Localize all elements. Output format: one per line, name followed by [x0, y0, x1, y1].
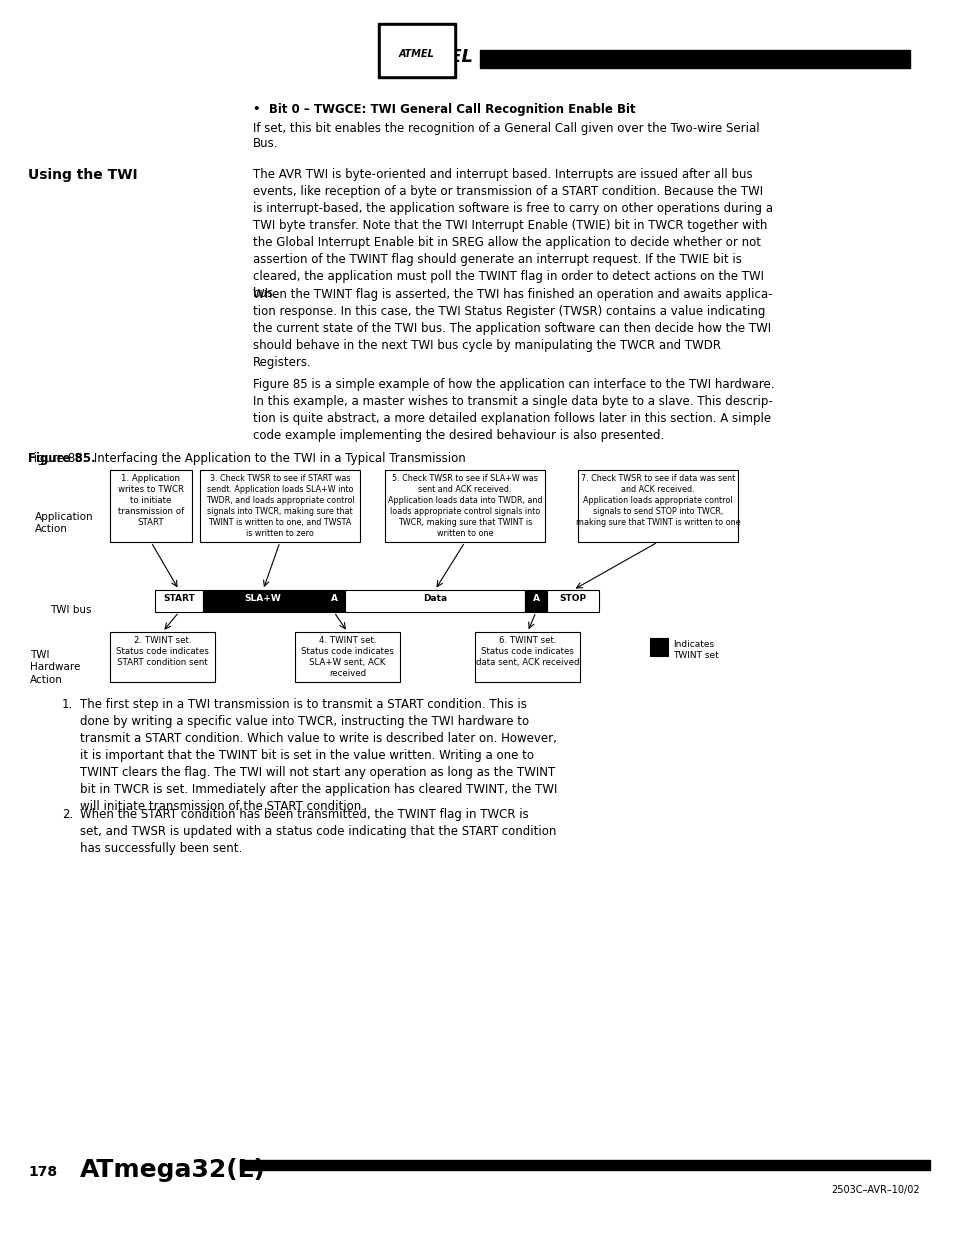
Bar: [377, 23, 456, 78]
Text: Indicates
TWINT set: Indicates TWINT set: [672, 640, 718, 659]
Text: 2. TWINT set.
Status code indicates
START condition sent: 2. TWINT set. Status code indicates STAR…: [116, 636, 209, 667]
Bar: [524, 590, 546, 613]
FancyBboxPatch shape: [200, 471, 359, 542]
Text: A: A: [532, 594, 539, 603]
Text: 3. Check TWSR to see if START was
sendt. Application loads SLA+W into
TWDR, and : 3. Check TWSR to see if START was sendt.…: [206, 474, 354, 538]
Text: When the TWINT flag is asserted, the TWI has finished an operation and awaits ap: When the TWINT flag is asserted, the TWI…: [253, 288, 772, 369]
Text: 1.: 1.: [62, 698, 73, 711]
Text: 2.: 2.: [62, 808, 73, 821]
Text: The AVR TWI is byte-oriented and interrupt based. Interrupts are issued after al: The AVR TWI is byte-oriented and interru…: [253, 168, 772, 300]
Bar: [479, 49, 909, 68]
Bar: [203, 590, 323, 613]
FancyBboxPatch shape: [294, 632, 399, 682]
Bar: [345, 590, 524, 613]
Text: ATmega32(L): ATmega32(L): [80, 1158, 266, 1182]
Bar: [323, 590, 345, 613]
Bar: [380, 26, 453, 75]
FancyBboxPatch shape: [385, 471, 544, 542]
Text: 4. TWINT set.
Status code indicates
SLA+W sent, ACK
received: 4. TWINT set. Status code indicates SLA+…: [301, 636, 394, 678]
Text: Data: Data: [422, 594, 447, 603]
Bar: [649, 638, 667, 656]
Text: The first step in a TWI transmission is to transmit a START condition. This is
d: The first step in a TWI transmission is …: [80, 698, 557, 813]
Text: If set, this bit enables the recognition of a General Call given over the Two-wi: If set, this bit enables the recognition…: [253, 122, 759, 149]
Bar: [154, 590, 203, 613]
Bar: [240, 1160, 929, 1170]
Text: When the START condition has been transmitted, the TWINT flag in TWCR is
set, an: When the START condition has been transm…: [80, 808, 556, 855]
Text: A: A: [330, 594, 337, 603]
Bar: [546, 590, 598, 613]
Text: 7. Check TWSR to see if data was sent
and ACK received.
Application loads approp: 7. Check TWSR to see if data was sent an…: [575, 474, 740, 527]
FancyBboxPatch shape: [475, 632, 579, 682]
Text: TWI
Hardware
Action: TWI Hardware Action: [30, 650, 80, 684]
Text: Figure 85.  Interfacing the Application to the TWI in a Typical Transmission: Figure 85. Interfacing the Application t…: [28, 452, 465, 466]
Text: START: START: [163, 594, 194, 603]
Text: Using the TWI: Using the TWI: [28, 168, 137, 182]
Text: 6. TWINT set.
Status code indicates
data sent, ACK received: 6. TWINT set. Status code indicates data…: [476, 636, 578, 667]
Text: ATMEL: ATMEL: [398, 49, 435, 59]
Text: TWI bus: TWI bus: [50, 605, 91, 615]
Text: Figure 85 is a simple example of how the application can interface to the TWI ha: Figure 85 is a simple example of how the…: [253, 378, 774, 442]
FancyBboxPatch shape: [578, 471, 738, 542]
Text: 2503C–AVR–10/02: 2503C–AVR–10/02: [830, 1186, 919, 1195]
Text: STOP: STOP: [558, 594, 586, 603]
FancyBboxPatch shape: [110, 471, 192, 542]
Text: •  Bit 0 – TWGCE: TWI General Call Recognition Enable Bit: • Bit 0 – TWGCE: TWI General Call Recogn…: [253, 103, 635, 116]
Text: 5. Check TWSR to see if SLA+W was
sent and ACK received.
Application loads data : 5. Check TWSR to see if SLA+W was sent a…: [387, 474, 541, 538]
FancyBboxPatch shape: [110, 632, 214, 682]
Text: Figure 85.: Figure 85.: [28, 452, 95, 466]
Text: 1. Application
writes to TWCR
to initiate
transmission of
START: 1. Application writes to TWCR to initiat…: [118, 474, 184, 527]
Text: ATMEL: ATMEL: [407, 48, 473, 65]
Text: SLA+W: SLA+W: [244, 594, 281, 603]
Text: Application
Action: Application Action: [35, 513, 93, 535]
Text: 178: 178: [28, 1165, 57, 1179]
